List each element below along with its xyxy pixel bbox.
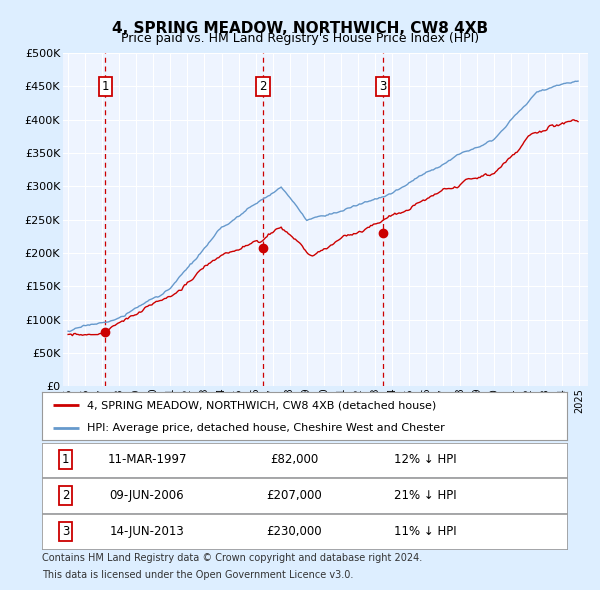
Text: £207,000: £207,000 <box>266 489 322 502</box>
Text: 1: 1 <box>101 80 109 93</box>
Text: 3: 3 <box>62 525 70 538</box>
Text: HPI: Average price, detached house, Cheshire West and Chester: HPI: Average price, detached house, Ches… <box>86 423 445 432</box>
Text: 21% ↓ HPI: 21% ↓ HPI <box>394 489 457 502</box>
Text: 14-JUN-2013: 14-JUN-2013 <box>110 525 184 538</box>
Text: 1: 1 <box>62 453 70 466</box>
Text: 2: 2 <box>259 80 267 93</box>
Text: £82,000: £82,000 <box>270 453 318 466</box>
Text: 11-MAR-1997: 11-MAR-1997 <box>107 453 187 466</box>
Text: Contains HM Land Registry data © Crown copyright and database right 2024.: Contains HM Land Registry data © Crown c… <box>42 553 422 563</box>
Text: 2: 2 <box>62 489 70 502</box>
Text: £230,000: £230,000 <box>266 525 322 538</box>
Text: 12% ↓ HPI: 12% ↓ HPI <box>394 453 457 466</box>
Text: 4, SPRING MEADOW, NORTHWICH, CW8 4XB: 4, SPRING MEADOW, NORTHWICH, CW8 4XB <box>112 21 488 35</box>
Text: 11% ↓ HPI: 11% ↓ HPI <box>394 525 457 538</box>
Text: 3: 3 <box>379 80 386 93</box>
Text: This data is licensed under the Open Government Licence v3.0.: This data is licensed under the Open Gov… <box>42 570 353 580</box>
Text: 09-JUN-2006: 09-JUN-2006 <box>110 489 184 502</box>
Text: 4, SPRING MEADOW, NORTHWICH, CW8 4XB (detached house): 4, SPRING MEADOW, NORTHWICH, CW8 4XB (de… <box>86 400 436 410</box>
Text: Price paid vs. HM Land Registry's House Price Index (HPI): Price paid vs. HM Land Registry's House … <box>121 32 479 45</box>
